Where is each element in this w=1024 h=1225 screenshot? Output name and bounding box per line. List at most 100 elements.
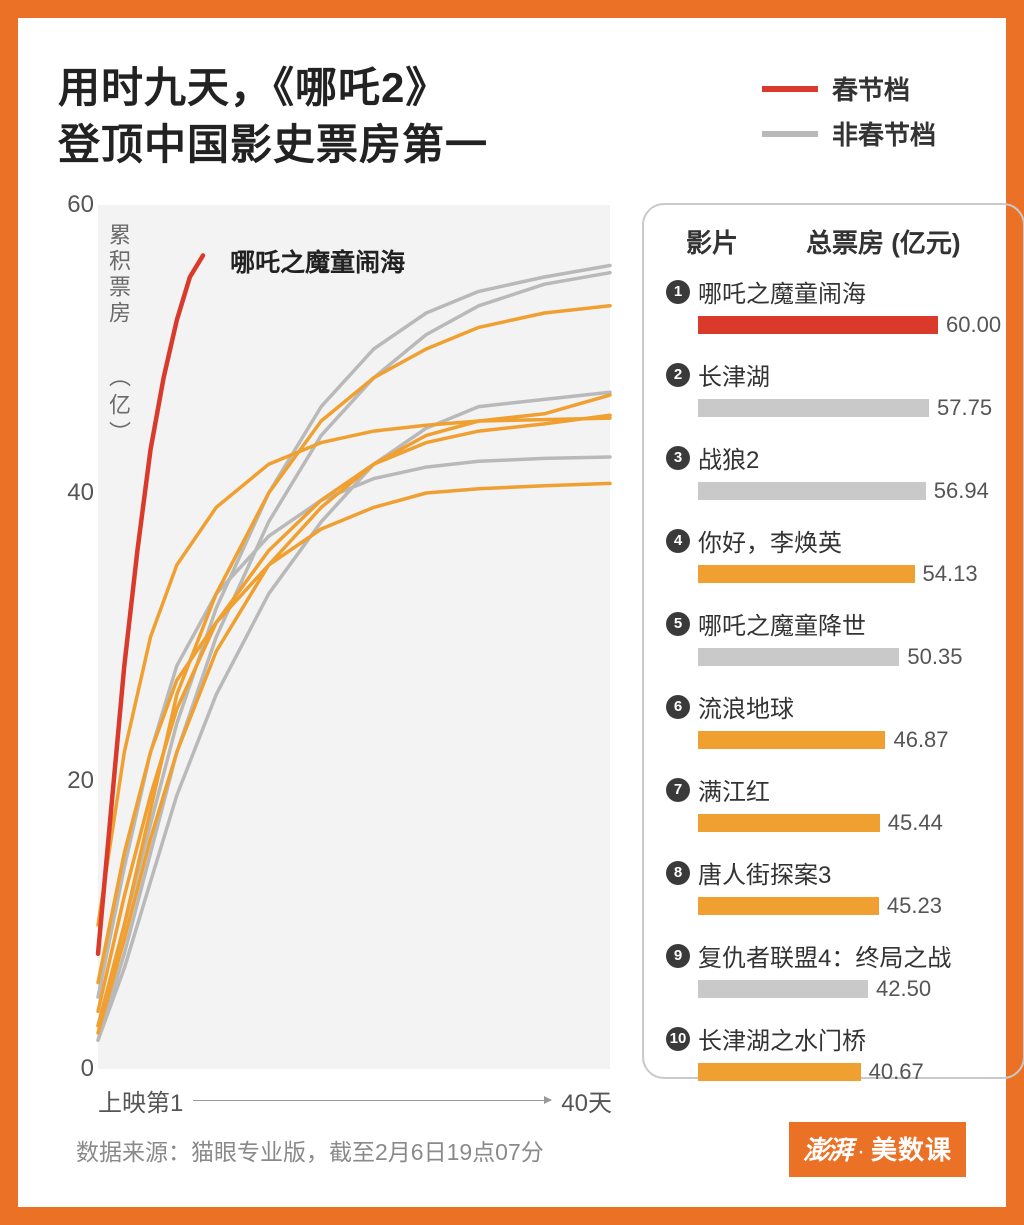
rank-value: 46.87 <box>893 727 948 753</box>
legend-item: 春节档 <box>762 70 936 107</box>
logo-section: 美数课 <box>871 1130 952 1167</box>
chart-canvas <box>58 197 618 1077</box>
rank-film-name: 哪吒之魔童闹海 <box>698 274 866 309</box>
rank-label: 4 你好，李焕英 <box>666 523 1001 558</box>
legend-swatch <box>762 131 818 137</box>
rank-label: 9 复仇者联盟4：终局之战 <box>666 938 1001 973</box>
rank-bar-wrap: 45.23 <box>666 893 1001 919</box>
rank-badge: 9 <box>666 944 690 968</box>
y-tick-label: 60 <box>58 191 94 219</box>
rank-bar-wrap: 57.75 <box>666 395 1001 421</box>
rank-value: 42.50 <box>876 976 931 1002</box>
outer-frame: 用时九天，《哪吒2》 登顶中国影史票房第一 春节档非春节档 0 20 40 60 累积… <box>0 0 1024 1225</box>
legend-swatch <box>762 86 818 92</box>
rank-bar-wrap: 50.35 <box>666 644 1001 670</box>
ranking-panel: 影片 总票房 (亿元) 1哪吒之魔童闹海60.002长津湖57.753战狼256… <box>642 203 1024 1079</box>
rank-badge: 5 <box>666 612 690 636</box>
x-start-label: 上映第1 <box>98 1083 183 1118</box>
rank-label: 5哪吒之魔童降世 <box>666 606 1001 641</box>
rank-label: 1 哪吒之魔童闹海 <box>666 274 1001 309</box>
legend-label: 春节档 <box>832 70 910 107</box>
rank-label: 8 唐人街探案3 <box>666 855 1001 890</box>
rank-row: 3 战狼2 56.94 <box>666 440 1001 504</box>
rank-bar <box>698 897 879 915</box>
rank-film-name: 长津湖 <box>698 357 770 392</box>
footer: 数据来源：猫眼专业版，截至2月6日19点07分 澎湃 · 美数课 <box>76 1122 966 1177</box>
rank-head-film: 影片 <box>686 223 806 260</box>
y-tick-label: 40 <box>58 479 94 507</box>
rank-bar-wrap: 60.00 <box>666 312 1001 338</box>
rank-film-name: 流浪地球 <box>698 689 794 724</box>
rank-bar <box>698 731 885 749</box>
x-axis: 上映第1 40天 <box>58 1083 618 1118</box>
rank-film-name: 战狼2 <box>698 440 759 475</box>
rank-row: 9 复仇者联盟4：终局之战 42.50 <box>666 938 1001 1002</box>
rank-value: 56.94 <box>934 478 989 504</box>
rank-value: 40.67 <box>869 1059 924 1085</box>
rank-row: 4 你好，李焕英 54.13 <box>666 523 1001 587</box>
rank-bar <box>698 1063 861 1081</box>
rank-film-name: 复仇者联盟4：终局之战 <box>698 938 951 973</box>
rank-value: 54.13 <box>923 561 978 587</box>
rank-value: 60.00 <box>946 312 1001 338</box>
legend: 春节档非春节档 <box>762 70 936 160</box>
rank-bar-wrap: 54.13 <box>666 561 1001 587</box>
rank-badge: 10 <box>666 1027 690 1051</box>
y-tick-label: 0 <box>58 1055 94 1083</box>
rank-bar <box>698 565 915 583</box>
legend-item: 非春节档 <box>762 115 936 152</box>
rank-value: 45.23 <box>887 893 942 919</box>
rank-bar-wrap: 42.50 <box>666 976 1001 1002</box>
rank-film-name: 长津湖之水门桥 <box>698 1021 866 1056</box>
rank-bar <box>698 648 899 666</box>
rank-badge: 6 <box>666 695 690 719</box>
rank-film-name: 你好，李焕英 <box>698 523 842 558</box>
rank-bar-wrap: 56.94 <box>666 478 1001 504</box>
rank-value: 57.75 <box>937 395 992 421</box>
rank-label: 3 战狼2 <box>666 440 1001 475</box>
rank-badge: 2 <box>666 363 690 387</box>
title-line-2: 登顶中国影史票房第一 <box>58 121 488 168</box>
title-line-1: 用时九天，《哪吒2》 <box>58 64 448 111</box>
header: 用时九天，《哪吒2》 登顶中国影史票房第一 春节档非春节档 <box>58 60 966 173</box>
logo-brand: 澎湃 <box>803 1130 851 1167</box>
y-axis-title: 累积票房 <box>102 223 134 327</box>
rank-label: 10 长津湖之水门桥 <box>666 1021 1001 1056</box>
rank-bar <box>698 980 868 998</box>
rank-row: 7 满江红 45.44 <box>666 772 1001 836</box>
rank-row: 5哪吒之魔童降世 50.35 <box>666 606 1001 670</box>
rank-row: 8 唐人街探案3 45.23 <box>666 855 1001 919</box>
rank-bar <box>698 482 926 500</box>
publisher-logo: 澎湃 · 美数课 <box>789 1122 966 1177</box>
highlight-annotation: 哪吒之魔童闹海 <box>230 243 405 279</box>
rank-bar <box>698 814 880 832</box>
y-tick-label: 20 <box>58 767 94 795</box>
rank-badge: 3 <box>666 446 690 470</box>
rank-row: 10 长津湖之水门桥40.67 <box>666 1021 1001 1085</box>
rank-value: 45.44 <box>888 810 943 836</box>
rank-label: 6 流浪地球 <box>666 689 1001 724</box>
rank-badge: 7 <box>666 778 690 802</box>
ranking-header: 影片 总票房 (亿元) <box>666 223 1001 260</box>
logo-separator: · <box>857 1138 865 1166</box>
rank-label: 7 满江红 <box>666 772 1001 807</box>
rank-row: 1 哪吒之魔童闹海 60.00 <box>666 274 1001 338</box>
rank-badge: 1 <box>666 280 690 304</box>
rank-badge: 4 <box>666 529 690 553</box>
rank-bar <box>698 316 938 334</box>
x-end-label: 40天 <box>561 1083 612 1118</box>
rank-head-gross: 总票房 (亿元) <box>806 223 961 260</box>
chart-title: 用时九天，《哪吒2》 登顶中国影史票房第一 <box>58 60 488 173</box>
rank-bar-wrap: 45.44 <box>666 810 1001 836</box>
rank-value: 50.35 <box>907 644 962 670</box>
rank-row: 6 流浪地球 46.87 <box>666 689 1001 753</box>
rank-label: 2 长津湖 <box>666 357 1001 392</box>
x-axis-arrow <box>193 1100 551 1101</box>
line-chart: 0204060 累积票房 （亿） 哪吒之魔童闹海 上映第1 40天 <box>58 197 618 1118</box>
legend-label: 非春节档 <box>832 115 936 152</box>
rank-film-name: 满江红 <box>698 772 770 807</box>
rank-badge: 8 <box>666 861 690 885</box>
data-source: 数据来源：猫眼专业版，截至2月6日19点07分 <box>76 1133 544 1167</box>
rank-row: 2 长津湖 57.75 <box>666 357 1001 421</box>
rank-film-name: 唐人街探案3 <box>698 855 831 890</box>
